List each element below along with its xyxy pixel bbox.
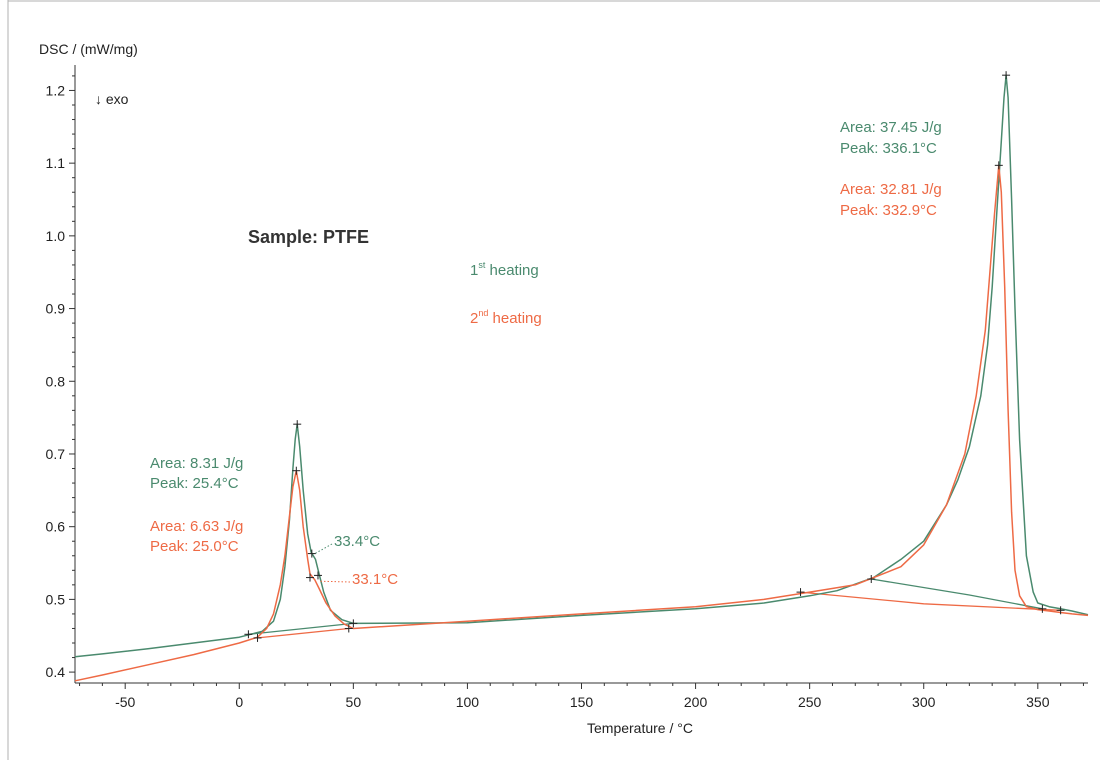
x-tick-label: 150 (570, 694, 594, 710)
x-tick-label: 300 (912, 694, 936, 710)
peak-marker (307, 549, 316, 558)
peak-marker (1056, 606, 1065, 615)
onset-leader-line (319, 580, 351, 583)
peak-marker (313, 571, 322, 580)
legend-1st-sup: st (478, 260, 486, 270)
y-axis-title: DSC / (mW/mg) (39, 41, 138, 57)
legend-2nd-heating: 2nd heating (470, 308, 542, 327)
onset-leaders (313, 543, 351, 583)
x-tick-label: 0 (235, 694, 243, 710)
y-tick-label: 0.9 (46, 301, 66, 317)
axes: 0.4 0.5 0.6 0.7 0.8 0.9 1.0 1.1 1.2 -50 0 50 100 150 2… (46, 65, 1088, 710)
peak-marker (305, 573, 314, 582)
annotation-area-1st-high: Area: 37.45 J/g (840, 119, 942, 136)
y-tick-label: 1.2 (46, 82, 66, 98)
legend-1st-lead: 1 (470, 262, 478, 279)
x-axis-title: Temperature / °C (587, 720, 693, 736)
peak-marker (344, 624, 353, 633)
legend-2nd-sup: nd (478, 308, 488, 318)
y-tick-label: 0.5 (46, 591, 66, 607)
peak-marker (1002, 71, 1011, 80)
series-line-second-heating (74, 164, 1089, 682)
peak-marker (796, 588, 805, 597)
baselines (248, 578, 1061, 639)
x-tick-label: 100 (456, 694, 480, 710)
peak-marker (994, 161, 1003, 170)
sample-label: Sample: PTFE (248, 227, 369, 247)
annotation-peak-1st-high: Peak: 336.1°C (840, 140, 937, 157)
integration-baseline (248, 622, 354, 635)
annotation-area-2nd-low: Area: 6.63 J/g (150, 518, 243, 535)
peak-marker (867, 575, 876, 584)
annotation-peak-2nd-high: Peak: 332.9°C (840, 202, 937, 219)
exo-direction-label: ↓ exo (95, 91, 129, 107)
annotation-area-1st-low: Area: 8.31 J/g (150, 455, 243, 472)
x-tick-label: 200 (684, 694, 708, 710)
onset-leader-line (313, 543, 333, 555)
y-tick-label: 0.4 (46, 664, 66, 680)
y-tick-label: 1.1 (46, 155, 66, 171)
series-lines (74, 74, 1089, 682)
legend-1st-heating: 1st heating (470, 260, 539, 279)
legend-2nd-lead: 2 (470, 310, 478, 327)
integration-baseline (800, 591, 1061, 611)
annotation-peak-1st-low: Peak: 25.4°C (150, 475, 239, 492)
peak-marker (292, 466, 301, 475)
integration-baseline (257, 627, 349, 639)
peak-markers (244, 71, 1065, 642)
peak-marker (253, 633, 262, 642)
x-tick-label: 250 (798, 694, 822, 710)
x-tick-label: 50 (346, 694, 362, 710)
y-tick-label: 0.7 (46, 446, 66, 462)
peak-marker (293, 420, 302, 429)
peak-marker (349, 619, 358, 628)
onset-label-2nd: 33.1°C (352, 571, 398, 588)
y-tick-label: 1.0 (46, 228, 66, 244)
legend-1st-tail: heating (485, 262, 538, 279)
peak-marker (244, 630, 253, 639)
legend-2nd-tail: heating (488, 310, 541, 327)
annotation-area-2nd-high: Area: 32.81 J/g (840, 181, 942, 198)
peak-marker (1038, 604, 1047, 613)
integration-baseline (871, 578, 1043, 610)
annotation-peak-2nd-low: Peak: 25.0°C (150, 538, 239, 555)
y-tick-label: 0.8 (46, 373, 66, 389)
series-line-first-heating (74, 74, 1089, 658)
y-tick-label: 0.6 (46, 519, 66, 535)
onset-label-1st: 33.4°C (334, 533, 380, 550)
x-tick-label: 350 (1026, 694, 1050, 710)
x-tick-label: -50 (115, 694, 135, 710)
